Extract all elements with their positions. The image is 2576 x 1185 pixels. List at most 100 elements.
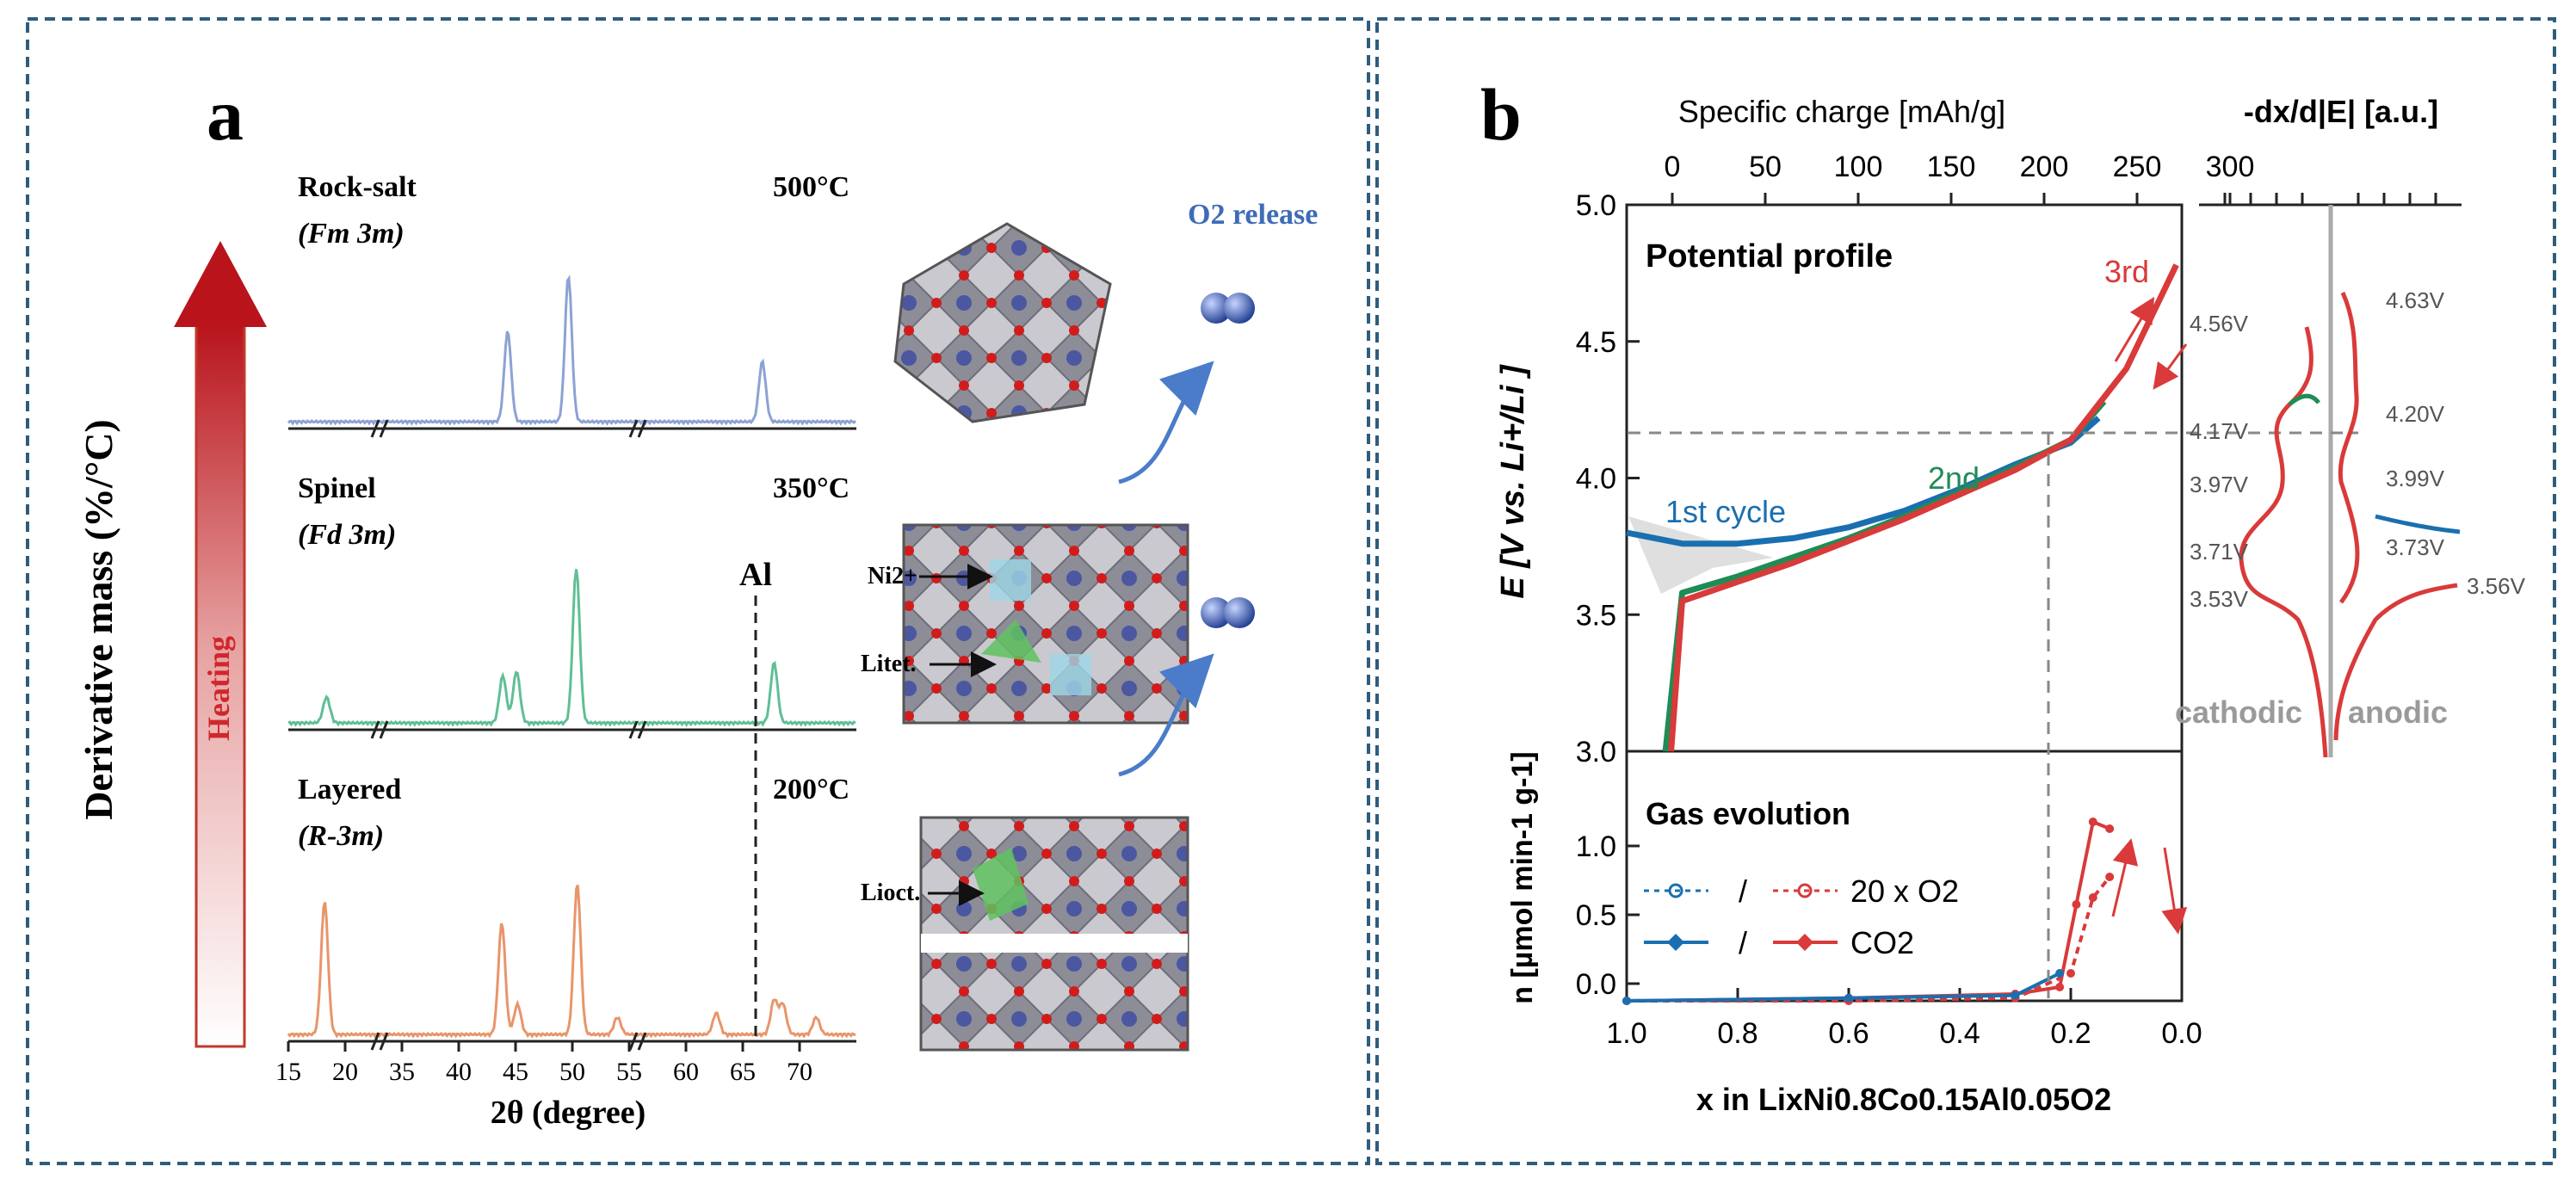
gas-point <box>2088 818 2097 826</box>
anodic-peak-label: 4.20V <box>2386 401 2445 427</box>
xrd-tick-label: 45 <box>503 1058 528 1086</box>
discharge-arrow <box>2153 343 2188 390</box>
gas-curve-2 <box>1626 972 2060 1003</box>
axis-break-marks <box>370 419 647 1051</box>
y-tick-label: 5.0 <box>1576 189 1616 222</box>
top-axis-title: Specific charge [mAh/g] <box>1678 94 2005 129</box>
panel-b-ticks: 0 50 100 150 200 250 300 5.0 4.5 4.0 3.5 3.0 1.0 0.5 0… <box>1576 151 2437 1050</box>
derivative-peak-labels: 4.56V 4.17V 3.97V 3.71V 3.53V 4.63V 4.20V 3.99V… <box>2190 287 2526 612</box>
gas-curve-1 <box>1627 875 2111 1003</box>
cathodic-peak-label: 4.56V <box>2190 311 2249 336</box>
layered-structure <box>919 816 1189 1052</box>
anodic-peak-label: 3.73V <box>2386 534 2445 560</box>
potential-profile-title: Potential profile <box>1646 238 1893 275</box>
x-tick-label: 1.0 <box>1606 1017 1646 1050</box>
cathodic-peak-label: 3.71V <box>2190 539 2249 565</box>
y-tick-label: 4.0 <box>1576 463 1616 496</box>
panel-b-frame <box>1375 17 2556 1165</box>
o2-release-label: O2 release <box>1188 199 1318 231</box>
panel-b-label: b <box>1480 73 1522 156</box>
anodic-label: anodic <box>2348 694 2448 730</box>
gas-y-axis-title: n [µmol min-1 g-1] <box>1506 751 1539 1003</box>
xrd-trace-1 <box>287 569 856 727</box>
x-tick-label: 0.4 <box>1939 1017 1980 1050</box>
o2-release-arrow <box>1118 361 1214 484</box>
potential-y-axis-title: E [V vs. Li+/Li ] <box>1495 364 1531 599</box>
gas-point <box>2105 873 2115 881</box>
gas-point <box>1622 997 1631 1005</box>
gas-charge-arrow <box>2111 838 2139 917</box>
xrd-tick-label: 40 <box>446 1058 472 1086</box>
xrd-tick-label: 35 <box>389 1058 415 1086</box>
panel-a-label: a <box>207 73 244 156</box>
y-tick-label: 3.5 <box>1576 599 1616 632</box>
cathodic-peak-label: 3.53V <box>2190 586 2249 612</box>
gas-point <box>1844 993 1853 1003</box>
o2-molecule-icon <box>1201 293 1255 324</box>
xrd-tick-label: 15 <box>275 1058 301 1086</box>
panel-b-x-axis-title: x in LixNi0.8Co0.15Al0.05O2 <box>1696 1082 2111 1117</box>
o2-release-arrow-2 <box>1118 653 1214 777</box>
cycle2-label: 2nd <box>1928 460 1980 496</box>
charge-arrow <box>2114 296 2155 362</box>
xrd-traces <box>287 275 857 1039</box>
anodic-peak-label: 4.63V <box>2386 287 2445 313</box>
potential-curves <box>1626 263 2179 752</box>
xrd-tick-label: 20 <box>332 1058 358 1086</box>
gas-point <box>2072 900 2081 909</box>
xrd-x-ticks: 15 20 35 40 45 50 55 60 65 70 <box>275 1041 812 1086</box>
o2-molecule-icon-2 <box>1201 597 1255 628</box>
shaded-region <box>1628 516 1773 594</box>
gas-discharge-arrow <box>2161 847 2188 935</box>
panel-a-y-axis-title: Derivative mass (%/°C) <box>77 419 120 820</box>
top-tick-label: 250 <box>2113 151 2162 183</box>
xrd-tick-label: 70 <box>787 1058 812 1086</box>
potential-curve-2 <box>1668 263 2179 752</box>
xrd-trace-0 <box>287 884 856 1039</box>
gas-point <box>2011 991 2020 1000</box>
rocksalt-structure <box>893 222 1112 423</box>
y2-tick-label: 1.0 <box>1576 830 1616 863</box>
x-tick-label: 0.6 <box>1828 1017 1869 1050</box>
cathodic-peak-label: 4.17V <box>2190 418 2249 444</box>
li-oct-label: Lioct. <box>861 879 920 906</box>
cycle3-label: 3rd <box>2104 254 2149 289</box>
top-tick-label: 150 <box>1927 151 1976 183</box>
anodic-peak-label: 3.56V <box>2467 573 2526 599</box>
cycle1-label: 1st cycle <box>1665 494 1786 529</box>
xrd-tick-label: 60 <box>673 1058 699 1086</box>
top-tick-label: 200 <box>2020 151 2069 183</box>
gas-point <box>2055 983 2065 991</box>
top-tick-label: 300 <box>2206 151 2255 183</box>
gas-point <box>2088 893 2097 902</box>
gas-evolution-title: Gas evolution <box>1646 796 1850 831</box>
rocksalt-name: Rock-salt <box>298 171 417 203</box>
spinel-group: (Fd 3m) <box>298 519 396 551</box>
derivative-curves <box>2239 291 2461 758</box>
gas-legend <box>1644 883 1838 951</box>
xrd-tick-label: 55 <box>616 1058 642 1086</box>
spinel-structure <box>902 523 1189 725</box>
al-label: Al <box>739 557 772 593</box>
top-tick-label: 50 <box>1749 151 1782 183</box>
gas-curves <box>1622 818 2115 1005</box>
legend-o2: 20 x O2 <box>1850 873 1959 909</box>
gas-point <box>2055 969 2065 978</box>
xrd-trace-2 <box>287 275 857 426</box>
x-tick-label: 0.2 <box>2050 1017 2091 1050</box>
layered-temp: 200°C <box>773 774 849 805</box>
potential-plot-frame <box>1625 203 2184 753</box>
y2-tick-label: 0.0 <box>1576 968 1616 1001</box>
cathodic-peak-label: 3.97V <box>2190 472 2249 497</box>
y-tick-label: 3.0 <box>1576 736 1616 768</box>
x-tick-label: 0.0 <box>2161 1017 2202 1050</box>
top-tick-label: 100 <box>1834 151 1883 183</box>
gas-curve-0 <box>1626 819 2110 1003</box>
x-tick-label: 0.8 <box>1717 1017 1757 1050</box>
heating-label: Heating <box>201 636 236 741</box>
li-tet-label: Litet. <box>861 651 917 677</box>
cathodic-label: cathodic <box>2175 694 2302 730</box>
layered-group: (R-3m) <box>298 820 384 852</box>
y2-tick-label: 0.5 <box>1576 899 1616 932</box>
xrd-tick-label: 65 <box>730 1058 756 1086</box>
